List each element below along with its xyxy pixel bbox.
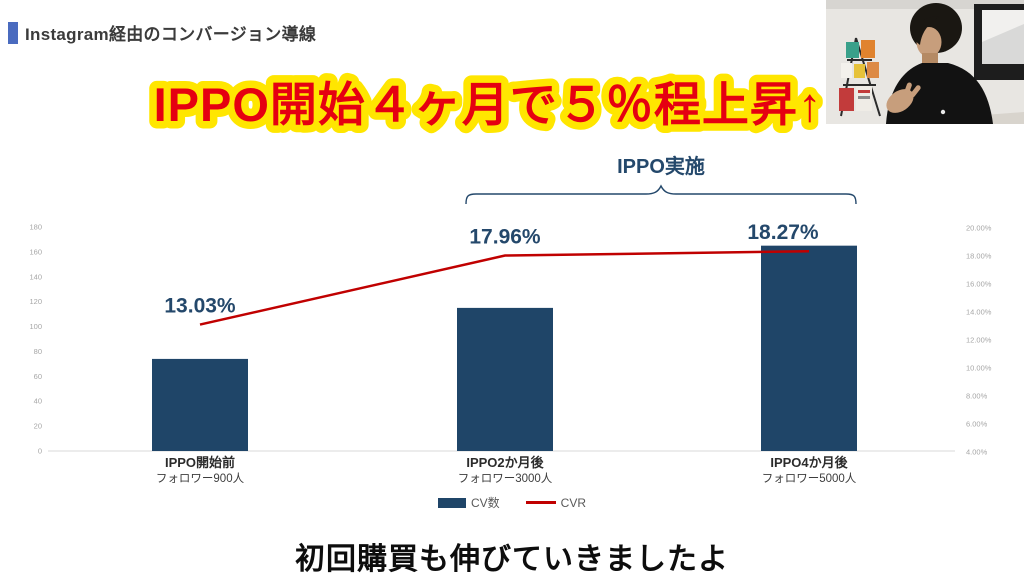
right-axis-tick: 18.00%	[966, 252, 992, 261]
brochure	[861, 40, 875, 58]
brochure	[867, 62, 879, 78]
person-body	[886, 63, 993, 124]
left-axis-tick: 100	[29, 322, 42, 331]
category-sublabel: フォロワー5000人	[762, 472, 857, 485]
cv-legend-label: CV数	[470, 496, 500, 510]
cv-bar-swatch-icon	[437, 497, 466, 508]
cv-bar	[152, 358, 248, 451]
person-neck	[922, 53, 938, 66]
cvr-line-swatch-icon	[525, 501, 556, 504]
cv-bar	[761, 245, 857, 451]
cvr-legend-label: CVR	[560, 495, 586, 510]
right-axis-tick: 16.00%	[966, 280, 992, 289]
brochure	[846, 42, 859, 58]
right-axis-tick: 12.00%	[966, 336, 992, 345]
brochure	[839, 88, 854, 111]
headline-text: IPPO開始４ヶ月で５％程上昇↑	[154, 78, 823, 131]
left-axis-tick: 20	[34, 422, 42, 431]
category-sublabel: フォロワー900人	[156, 472, 245, 485]
chart-legend: CV数 CVR	[0, 494, 1024, 511]
cvr-line	[199, 249, 810, 326]
title-marker-icon	[8, 21, 18, 44]
webcam-overlay	[826, 0, 1024, 124]
left-axis-tick: 120	[29, 297, 42, 306]
right-axis-tick: 14.00%	[966, 308, 992, 317]
cvr-point-label: 18.27%	[747, 221, 819, 244]
right-axis-tick: 20.00%	[966, 224, 992, 233]
brochure	[841, 63, 852, 78]
person-fringe	[914, 16, 939, 45]
subtitle-caption: 初回購買も伸びていきましたよ	[0, 534, 1024, 576]
category-label: IPPO開始前	[165, 455, 235, 470]
right-axis-tick: 6.00%	[966, 420, 988, 429]
left-axis-tick: 140	[29, 272, 42, 281]
brochure-stripe	[858, 90, 870, 93]
left-axis-tick: 160	[29, 247, 42, 256]
slide-title-text: Instagram経由のコンバージョン導線	[25, 25, 317, 44]
left-axis-tick: 180	[29, 223, 42, 232]
ippo-annotation-label: IPPO実施	[617, 154, 705, 178]
category-label: IPPO2か月後	[466, 455, 544, 470]
ippo-bracket	[465, 184, 857, 205]
left-axis-tick: 40	[34, 397, 42, 406]
category-label: IPPO4か月後	[770, 455, 848, 470]
right-axis-tick: 4.00%	[966, 448, 988, 457]
cvr-point-label: 17.96%	[469, 226, 541, 249]
cvr-point-label: 13.03%	[164, 295, 236, 318]
lapel-pin	[940, 109, 946, 115]
left-axis-tick: 60	[34, 372, 42, 381]
presenter-person	[886, 3, 993, 124]
slide-title: Instagram経由のコンバージョン導線	[8, 20, 316, 45]
right-axis-tick: 8.00%	[966, 392, 988, 401]
brochure-stripe	[858, 96, 870, 99]
webcam-ceiling-shadow	[826, 0, 1024, 9]
left-axis-tick: 80	[34, 347, 42, 356]
window-shade	[982, 24, 1024, 64]
person-finger	[903, 82, 912, 98]
left-axis-tick: 0	[38, 447, 42, 456]
right-axis-tick: 10.00%	[966, 364, 992, 373]
brochure	[854, 64, 865, 78]
cv-bar	[457, 307, 553, 451]
category-sublabel: フォロワー3000人	[458, 472, 553, 485]
person-finger	[910, 85, 921, 98]
office-window	[974, 4, 1024, 80]
subtitle-text: 初回購買も伸びていきましたよ	[295, 543, 729, 576]
legend-item-cv: CV数	[437, 494, 500, 511]
headline-banner: IPPO開始４ヶ月で５％程上昇↑	[146, 71, 829, 137]
magazine-rack	[839, 37, 881, 117]
legend-item-cvr: CVR	[525, 495, 586, 510]
